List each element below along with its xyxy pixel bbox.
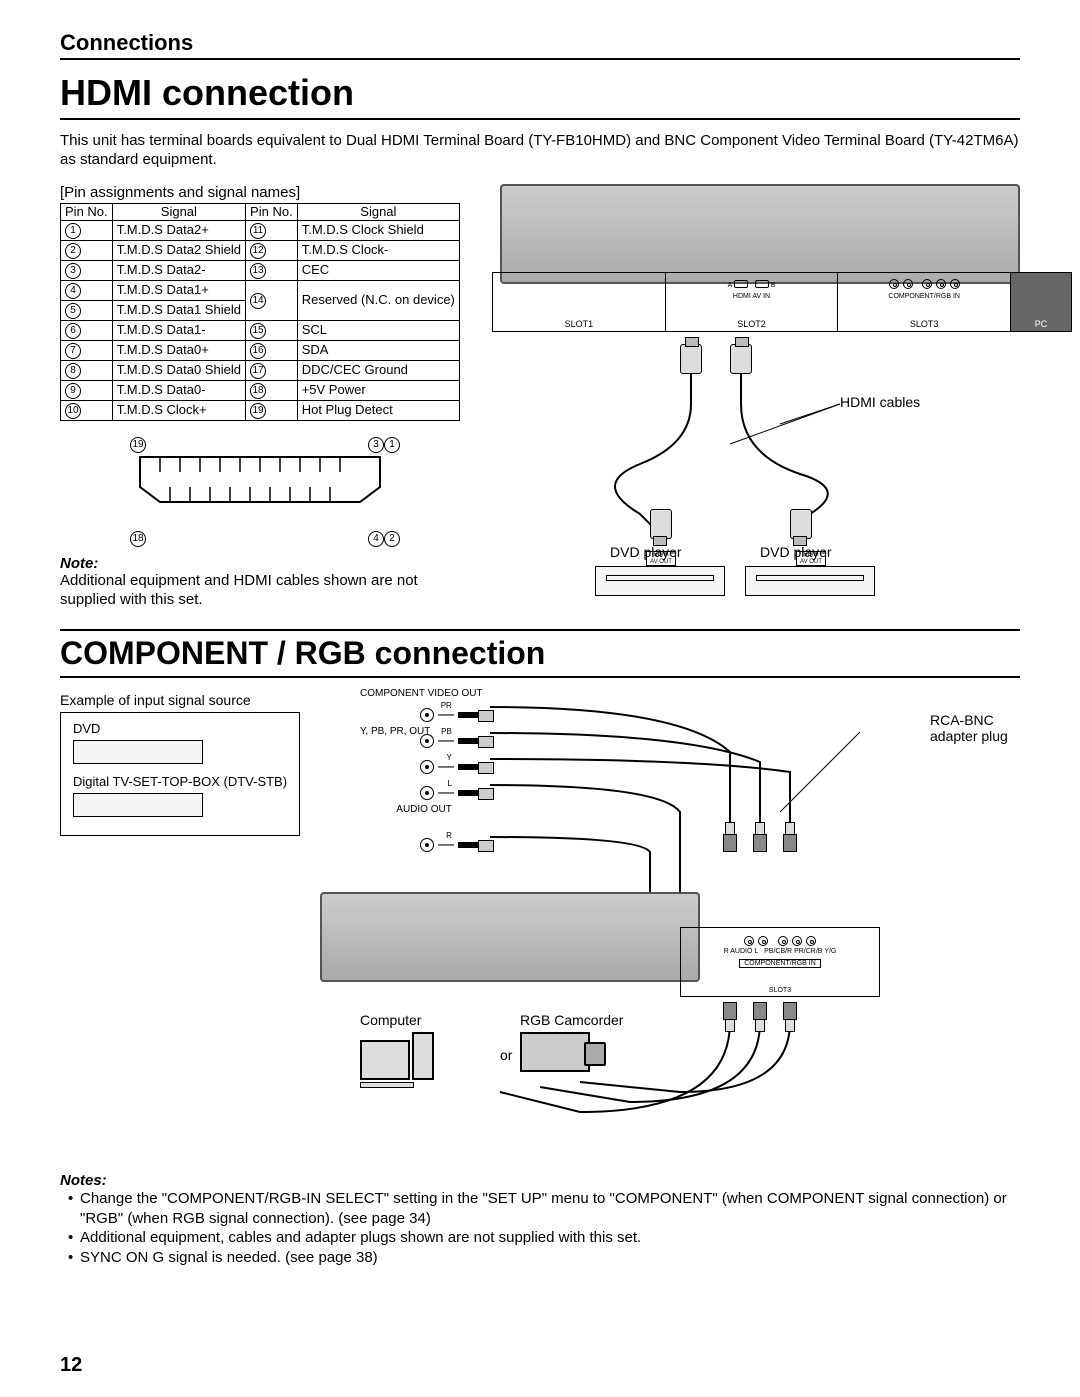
hdmi-wiring-diagram: SLOT1 A B HDMI AV IN SLOT2 COMPONENT/RGB… (480, 184, 1020, 610)
cable-svg (480, 344, 1020, 604)
th-pin1: Pin No. (61, 203, 113, 220)
th-sig2: Signal (297, 203, 459, 220)
th-sig1: Signal (112, 203, 245, 220)
notes-section: Notes: Change the "COMPONENT/RGB-IN SELE… (60, 1172, 1020, 1267)
hdmi-connector-diagram: 19 31 18 42 (60, 437, 460, 547)
intro-text: This unit has terminal boards equivalent… (60, 132, 1020, 170)
th-pin2: Pin No. (246, 203, 298, 220)
page-number: 12 (60, 1354, 82, 1377)
note-head: Note: (60, 555, 460, 572)
pin-table-caption: [Pin assignments and signal names] (60, 184, 460, 201)
section-header: Connections (60, 30, 1020, 60)
title-hdmi: HDMI connection (60, 72, 1020, 120)
title-component: COMPONENT / RGB connection (60, 629, 1020, 678)
src-box: DVD Digital TV-SET-TOP-BOX (DTV-STB) (60, 712, 300, 836)
pin-table: Pin No. Signal Pin No. Signal 1T.M.D.S D… (60, 203, 460, 421)
component-diagram: COMPONENT VIDEO OUT Example of input sig… (60, 692, 1020, 1172)
note-body: Additional equipment and HDMI cables sho… (60, 572, 460, 610)
